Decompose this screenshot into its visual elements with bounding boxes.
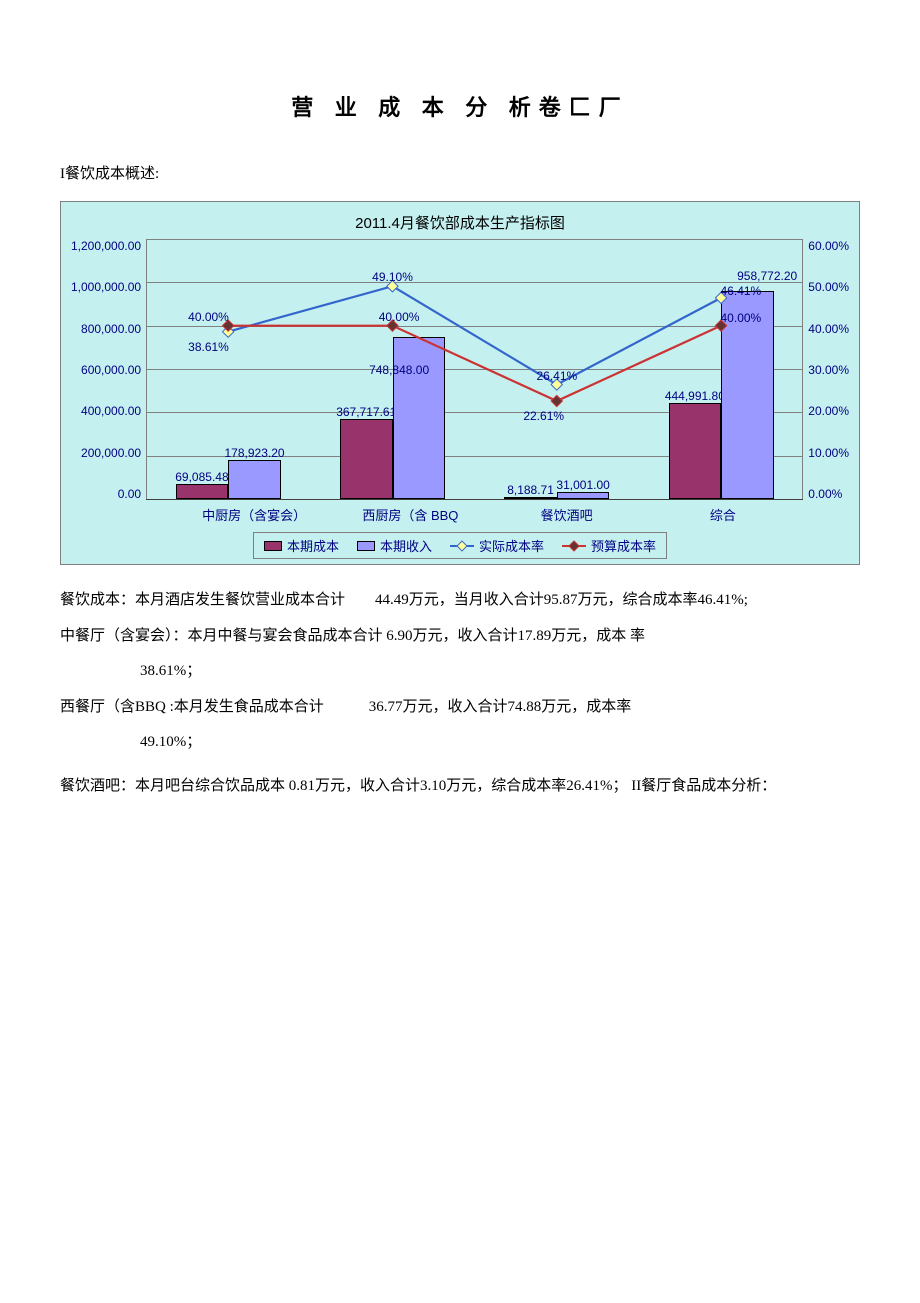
y-axis-left: 1,200,000.001,000,000.00800,000.00600,00… bbox=[71, 239, 146, 501]
bar bbox=[176, 484, 229, 499]
page-title: 营 业 成 本 分 析卷匚厂 bbox=[60, 90, 860, 122]
para-1: 餐饮成本：本月酒店发生餐饮营业成本合计 44.49万元，当月收入合计95.87万… bbox=[60, 585, 860, 617]
para-3a: 西餐厅（含BBQ :本月发生食品成本合计 36.77万元，收入合计74.88万元… bbox=[60, 692, 860, 724]
plot-area: 69,085.48367,717.618,188.71444,991.80178… bbox=[146, 239, 803, 499]
y-axis-right: 60.00%50.00%40.00%30.00%20.00%10.00%0.00… bbox=[803, 239, 849, 501]
chart-legend: 本期成本本期收入实际成本率预算成本率 bbox=[253, 532, 667, 559]
para-2a: 中餐厅（含宴会）：本月中餐与宴会食品成本合计 6.90万元，收入合计17.89万… bbox=[60, 621, 860, 653]
bar bbox=[669, 403, 722, 499]
para-2b: 38.61%； bbox=[60, 656, 860, 688]
para-4: 餐饮酒吧：本月吧台综合饮品成本 0.81万元，收入合计3.10万元，综合成本率2… bbox=[60, 771, 860, 803]
chart-title: 2011.4月餐饮部成本生产指标图 bbox=[71, 212, 849, 233]
bar bbox=[393, 337, 446, 499]
section-header-1: I餐饮成本概述: bbox=[60, 162, 860, 183]
bar bbox=[557, 492, 610, 499]
bar bbox=[228, 460, 281, 499]
para-3b: 49.10%； bbox=[60, 727, 860, 759]
x-axis-labels: 中厨房（含宴会）西厨房（含 BBQ餐饮酒吧综合 bbox=[176, 501, 801, 524]
bar bbox=[504, 497, 557, 499]
chart-container: 2011.4月餐饮部成本生产指标图 1,200,000.001,000,000.… bbox=[60, 201, 860, 565]
bar bbox=[340, 419, 393, 499]
